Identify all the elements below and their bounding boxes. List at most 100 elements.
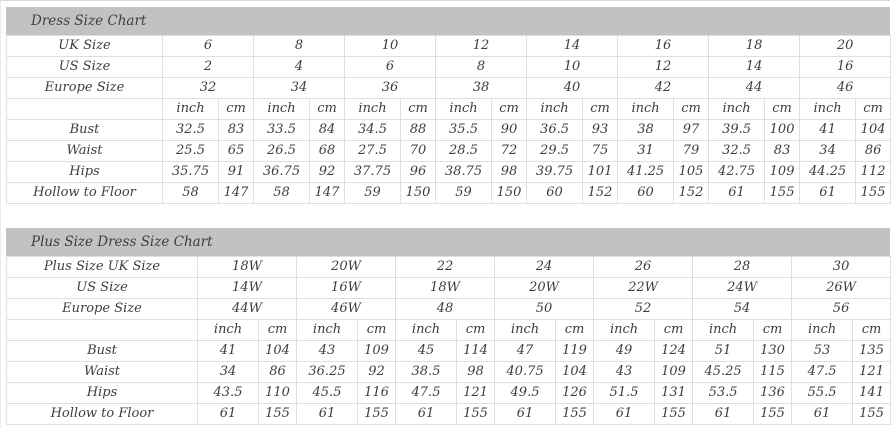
unit-cm-cell: cm xyxy=(852,319,891,341)
inch-value-cell: 61 xyxy=(395,403,457,425)
cm-value-cell: 79 xyxy=(673,140,710,162)
size-value-cell: 10 xyxy=(343,35,437,57)
cm-value-cell: 152 xyxy=(582,182,619,204)
size-value-cell: 46 xyxy=(799,77,891,99)
row-label: Bust xyxy=(6,119,163,141)
inch-value-cell: 60 xyxy=(617,182,675,204)
inch-value-cell: 43.5 xyxy=(197,382,259,404)
size-row: Europe Size 32 34 36 38 40 42 44 46 xyxy=(6,77,891,99)
cm-value-cell: 92 xyxy=(309,161,345,183)
cm-value-cell: 90 xyxy=(491,119,528,141)
inch-value-cell: 61 xyxy=(593,403,656,425)
size-value-cell: 18W xyxy=(197,256,297,278)
cm-value-cell: 141 xyxy=(852,382,891,404)
inch-value-cell: 37.75 xyxy=(344,161,401,183)
size-value-cell: 26 xyxy=(593,256,694,278)
size-value-cell: 46W xyxy=(296,298,396,320)
inch-value-cell: 61 xyxy=(791,403,854,425)
cm-value-cell: 135 xyxy=(852,340,891,362)
unit-cm-cell: cm xyxy=(764,98,801,120)
inch-value-cell: 27.5 xyxy=(344,140,401,162)
size-row: US Size 14W 16W 18W 20W 22W 24W 26W xyxy=(6,277,891,299)
inch-value-cell: 58 xyxy=(162,182,219,204)
inch-value-cell: 43 xyxy=(593,361,656,383)
unit-cm-cell: cm xyxy=(455,319,496,341)
cm-value-cell: 115 xyxy=(753,361,793,383)
size-value-cell: 18 xyxy=(708,35,801,57)
cm-value-cell: 155 xyxy=(852,403,891,425)
unit-cm-cell: cm xyxy=(491,98,528,120)
inch-value-cell: 47 xyxy=(494,340,557,362)
size-value-cell: 2 xyxy=(162,56,254,78)
inch-value-cell: 51.5 xyxy=(593,382,656,404)
size-value-cell: 14 xyxy=(526,35,619,57)
cm-value-cell: 84 xyxy=(309,119,345,141)
inch-value-cell: 26.5 xyxy=(253,140,310,162)
size-value-cell: 36 xyxy=(343,77,437,99)
cm-value-cell: 100 xyxy=(764,119,801,141)
plus-size-chart-title-bar: Plus Size Dress Size Chart xyxy=(6,228,890,256)
cm-value-cell: 98 xyxy=(455,361,496,383)
cm-value-cell: 114 xyxy=(455,340,496,362)
empty-label-cell xyxy=(6,98,163,120)
inch-value-cell: 59 xyxy=(344,182,401,204)
unit-row: inch cm inch cm inch cm inch cm inch cm inch cm inch… xyxy=(6,98,891,120)
size-value-cell: 44W xyxy=(197,298,297,320)
cm-value-cell: 72 xyxy=(491,140,528,162)
row-label: Europe Size xyxy=(6,298,198,320)
unit-inch-cell: inch xyxy=(593,319,656,341)
size-value-cell: 20W xyxy=(296,256,396,278)
unit-inch-cell: inch xyxy=(197,319,259,341)
plus-size-dress-table: Plus Size UK Size 18W 20W 22 24 26 28 30 US Size… xyxy=(6,256,891,425)
dress-size-table-mount: UK Size 6 8 10 12 14 16 18 20 US Size 2 4 6 8 10 12 14 16… xyxy=(6,35,891,204)
size-value-cell: 40 xyxy=(526,77,619,99)
inch-value-cell: 45 xyxy=(395,340,457,362)
inch-value-cell: 59 xyxy=(435,182,493,204)
inch-value-cell: 40.75 xyxy=(494,361,557,383)
size-value-cell: 52 xyxy=(593,298,694,320)
size-value-cell: 56 xyxy=(791,298,891,320)
size-value-cell: 38 xyxy=(435,77,528,99)
cm-value-cell: 147 xyxy=(218,182,254,204)
cm-value-cell: 65 xyxy=(218,140,254,162)
inch-value-cell: 38.75 xyxy=(435,161,493,183)
inch-value-cell: 38 xyxy=(617,119,675,141)
cm-value-cell: 104 xyxy=(555,361,595,383)
measure-row: Waist 34 86 36.25 92 38.5 98 40.75 104 43 109 45.25… xyxy=(6,361,891,383)
unit-inch-cell: inch xyxy=(162,98,219,120)
inch-value-cell: 61 xyxy=(296,403,358,425)
cm-value-cell: 93 xyxy=(582,119,619,141)
cm-value-cell: 155 xyxy=(455,403,496,425)
inch-value-cell: 34 xyxy=(197,361,259,383)
size-row: UK Size 6 8 10 12 14 16 18 20 xyxy=(6,35,891,57)
inch-value-cell: 36.25 xyxy=(296,361,358,383)
cm-value-cell: 155 xyxy=(555,403,595,425)
cm-value-cell: 130 xyxy=(753,340,793,362)
inch-value-cell: 25.5 xyxy=(162,140,219,162)
cm-value-cell: 101 xyxy=(582,161,619,183)
size-value-cell: 6 xyxy=(343,56,437,78)
inch-value-cell: 61 xyxy=(708,182,766,204)
cm-value-cell: 121 xyxy=(852,361,891,383)
cm-value-cell: 152 xyxy=(673,182,710,204)
cm-value-cell: 155 xyxy=(258,403,297,425)
unit-cm-cell: cm xyxy=(309,98,345,120)
measure-row: Bust 41 104 43 109 45 114 47 119 49 124 51 130 53 135 xyxy=(6,340,891,362)
inch-value-cell: 60 xyxy=(526,182,584,204)
row-label: Europe Size xyxy=(6,77,163,99)
size-value-cell: 12 xyxy=(617,56,710,78)
inch-value-cell: 32.5 xyxy=(162,119,219,141)
size-row: Plus Size UK Size 18W 20W 22 24 26 28 30 xyxy=(6,256,891,278)
unit-cm-cell: cm xyxy=(399,98,437,120)
row-label: Waist xyxy=(6,140,163,162)
size-value-cell: 42 xyxy=(617,77,710,99)
row-label: Hips xyxy=(6,161,163,183)
cm-value-cell: 83 xyxy=(218,119,254,141)
inch-value-cell: 47.5 xyxy=(395,382,457,404)
unit-cm-cell: cm xyxy=(582,98,619,120)
size-value-cell: 16 xyxy=(617,35,710,57)
inch-value-cell: 38.5 xyxy=(395,361,457,383)
row-label: UK Size xyxy=(6,35,163,57)
inch-value-cell: 61 xyxy=(197,403,259,425)
inch-value-cell: 36.75 xyxy=(253,161,310,183)
